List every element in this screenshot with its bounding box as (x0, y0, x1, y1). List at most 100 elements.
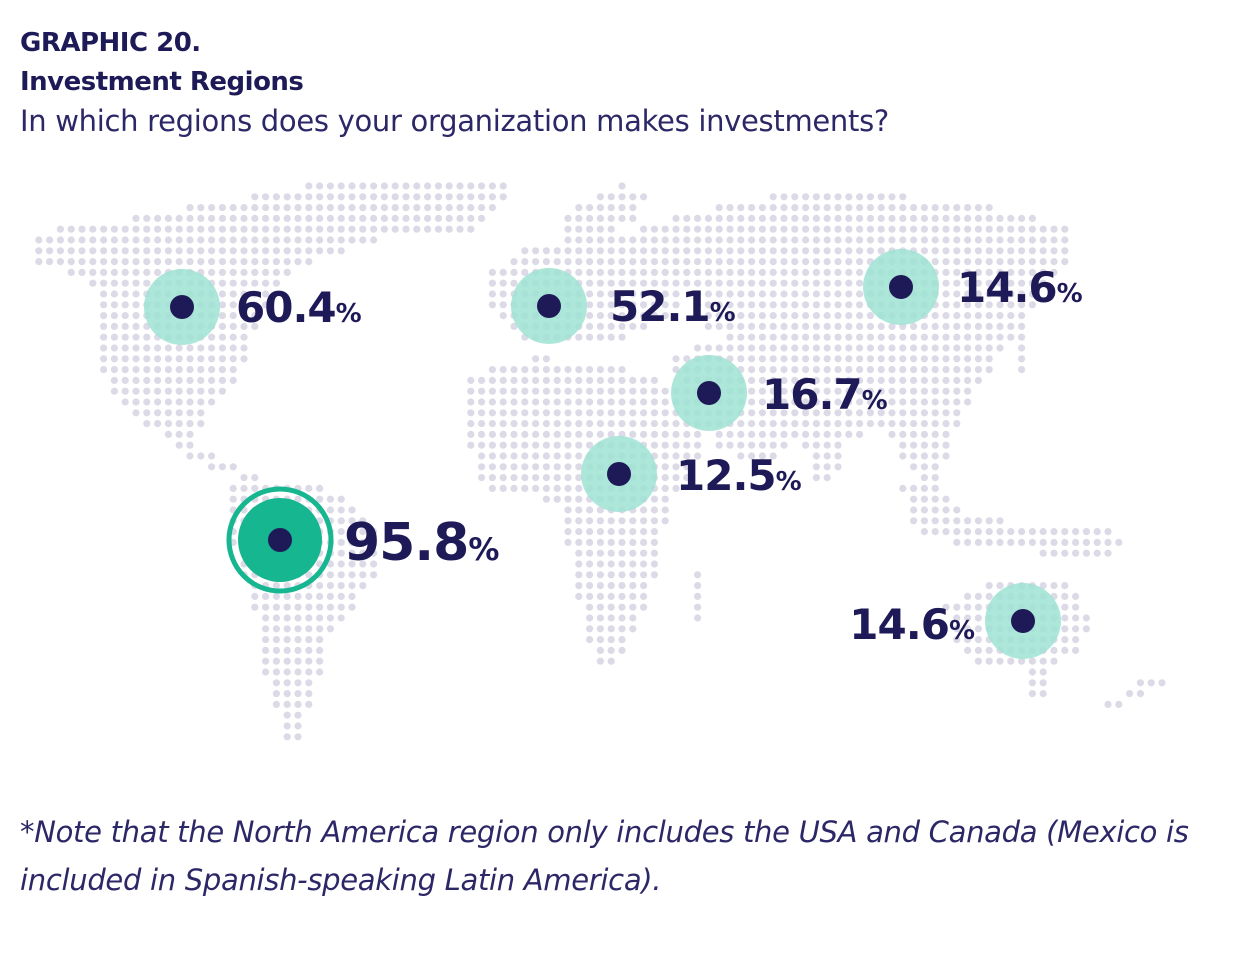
map-dot (240, 247, 248, 255)
region-markers: 60.4%95.8%52.1%16.7%12.5%14.6%14.6% (144, 249, 1084, 659)
map-dot (953, 214, 961, 222)
map-dot (802, 214, 810, 222)
map-dot (67, 247, 75, 255)
map-dot (510, 452, 518, 460)
map-dot (661, 430, 669, 438)
map-dot (186, 452, 194, 460)
map-dot (78, 258, 86, 266)
map-dot (1028, 290, 1036, 298)
map-dot (1018, 355, 1026, 363)
map-dot (618, 182, 626, 190)
map-dot (175, 366, 183, 374)
map-dot (596, 312, 605, 320)
map-dot (812, 193, 821, 201)
map-dot (672, 430, 680, 438)
map-dot (726, 312, 734, 320)
map-dot (758, 322, 767, 330)
map-dot (931, 506, 939, 514)
map-dot (931, 247, 939, 255)
map-dot (694, 301, 702, 309)
map-dot (758, 236, 767, 244)
map-dot (229, 484, 237, 492)
map-dot (737, 225, 745, 233)
map-dot (802, 247, 810, 255)
map-dot (672, 420, 680, 428)
map-dot (845, 387, 853, 395)
map-dot (791, 236, 799, 244)
map-dot (359, 225, 367, 233)
map-dot (780, 247, 788, 255)
map-dot (1050, 247, 1058, 255)
map-dot (834, 344, 842, 352)
map-dot (661, 474, 669, 482)
map-dot (964, 398, 972, 406)
map-dot (575, 333, 583, 341)
map-dot (640, 506, 648, 514)
map-dot (823, 193, 831, 201)
map-dot (607, 430, 615, 438)
map-dot (542, 474, 551, 482)
chart-header: GRAPHIC 20. Investment Regions In which … (20, 24, 889, 140)
map-dot (823, 236, 831, 244)
map-dot (1072, 646, 1080, 655)
map-dot (121, 322, 129, 330)
map-dot (359, 193, 367, 201)
map-dot (931, 517, 939, 525)
map-dot (586, 322, 594, 330)
map-dot (1007, 657, 1015, 665)
map-dot (737, 355, 745, 363)
map-dot (888, 387, 896, 395)
map-dot (445, 182, 453, 190)
map-dot (229, 247, 237, 255)
map-dot (1147, 679, 1155, 687)
map-dot (996, 268, 1004, 276)
map-dot (845, 290, 853, 298)
map-dot (748, 225, 756, 233)
map-dot (974, 258, 983, 266)
map-dot (510, 268, 518, 276)
map-dot (596, 506, 605, 514)
map-dot (953, 538, 961, 547)
map-dot (510, 484, 518, 492)
map-dot (467, 441, 475, 449)
map-dot (510, 420, 518, 428)
map-dot (888, 398, 896, 406)
map-dot (899, 193, 907, 201)
map-dot (899, 236, 907, 244)
map-dot (294, 700, 302, 709)
map-dot (110, 290, 118, 298)
map-dot (488, 441, 496, 449)
map-dot (218, 225, 226, 233)
map-dot (208, 333, 216, 341)
map-dot (607, 290, 615, 298)
map-dot (931, 528, 939, 536)
map-dot (856, 409, 864, 417)
map-dot (607, 409, 615, 417)
map-dot (942, 366, 950, 374)
map-dot (434, 214, 442, 222)
map-dot (380, 225, 388, 233)
map-dot (769, 452, 777, 460)
marker-dot (268, 528, 292, 552)
map-dot (802, 225, 810, 233)
map-dot (586, 333, 594, 341)
map-dot (424, 225, 432, 233)
map-dot (780, 204, 788, 212)
map-dot (931, 484, 939, 492)
map-dot (164, 214, 172, 222)
map-dot (931, 430, 939, 438)
map-dot (596, 387, 605, 395)
map-dot (499, 387, 507, 395)
map-dot (607, 420, 615, 428)
map-dot (780, 322, 788, 330)
map-dot (197, 355, 205, 363)
map-dot (596, 322, 605, 330)
map-dot (629, 538, 637, 547)
map-dot (391, 204, 399, 212)
map-dot (488, 452, 496, 460)
map-dot (478, 430, 486, 438)
map-dot (596, 366, 605, 374)
map-dot (856, 193, 864, 201)
map-dot (618, 204, 626, 212)
map-dot (488, 409, 496, 417)
